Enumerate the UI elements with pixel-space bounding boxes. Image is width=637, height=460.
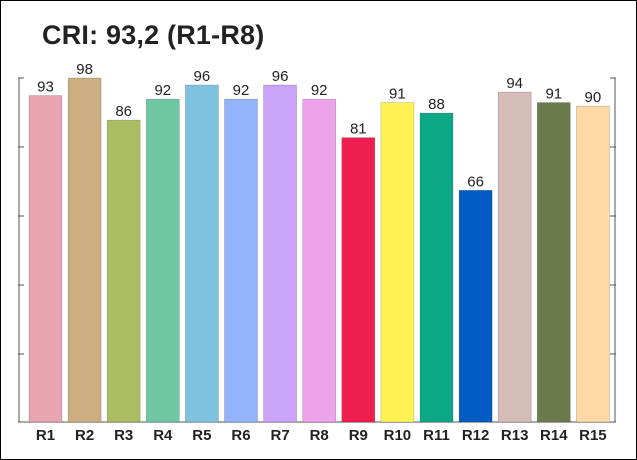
value-label-r1: 93 [37,79,54,96]
bar-r5 [185,84,219,423]
chart-bars [28,77,610,423]
category-label-r1: R1 [36,427,55,444]
bar-r6 [224,98,258,423]
value-label-r14: 91 [545,86,562,103]
chart-labels: 93 R1 98 R2 86 R3 92 R4 96 R5 92 R6 96 R7 92 R8 81 R9 91 R1… [36,61,607,444]
category-label-r2: R2 [75,427,94,444]
value-label-r3: 86 [115,103,132,120]
category-label-r5: R5 [192,427,211,444]
category-label-r9: R9 [349,427,368,444]
category-label-r7: R7 [271,427,290,444]
value-label-r13: 94 [506,75,523,92]
value-label-r5: 96 [194,68,211,85]
category-label-r14: R14 [540,427,568,444]
category-label-r15: R15 [579,427,607,444]
bar-r12 [458,190,493,423]
bar-r13 [497,91,532,423]
category-label-r6: R6 [231,427,250,444]
value-label-r2: 98 [76,61,93,78]
value-label-r4: 92 [154,82,171,99]
category-label-r10: R10 [384,427,412,444]
chart-title: CRI: 93,2 (R1-R8) [42,20,265,50]
category-label-r13: R13 [501,427,529,444]
category-label-r12: R12 [462,427,490,444]
value-label-r11: 88 [428,96,445,113]
bar-r2 [67,77,102,423]
bar-r9 [341,137,376,423]
bar-r15 [576,105,610,423]
value-label-r7: 96 [272,68,289,85]
category-label-r8: R8 [310,427,329,444]
value-label-r9: 81 [350,121,367,138]
bar-r8 [302,98,337,423]
bar-r11 [419,112,454,423]
bar-r4 [146,98,180,423]
bar-r10 [380,102,415,423]
value-label-r8: 92 [311,82,328,99]
bar-r3 [106,119,141,423]
category-label-r11: R11 [423,427,450,444]
value-label-r6: 92 [233,82,250,99]
value-label-r10: 91 [389,86,406,103]
value-label-r12: 66 [467,173,484,190]
bar-r14 [536,102,571,423]
category-label-r3: R3 [114,427,133,444]
category-label-r4: R4 [153,427,173,444]
bar-r7 [263,84,297,423]
bar-r1 [28,95,63,423]
value-label-r15: 90 [585,89,602,106]
